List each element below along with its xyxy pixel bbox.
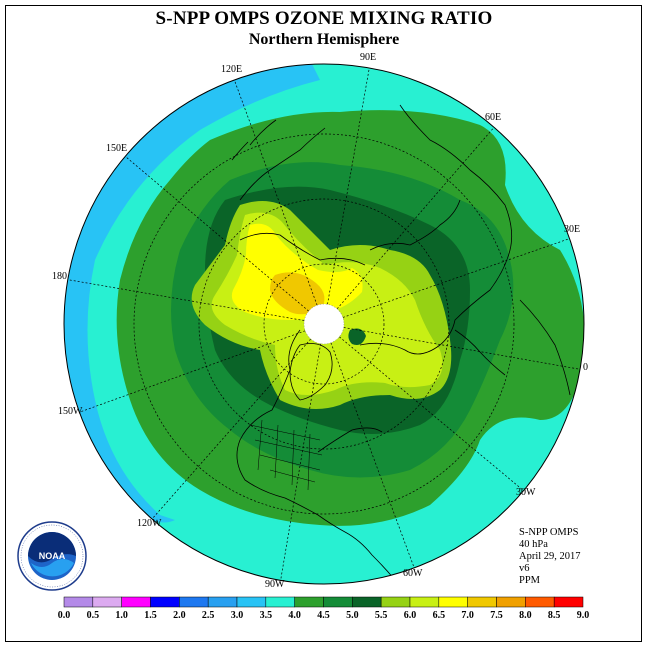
colorbar-tick-label: 7.5 xyxy=(490,610,503,621)
lon-label-180: 180 xyxy=(52,271,67,282)
colorbar-tick-label: 8.5 xyxy=(548,610,561,621)
lon-label-30w: 30W xyxy=(516,487,536,498)
colorbar-tick-label: 1.0 xyxy=(115,610,128,621)
us-state-lines xyxy=(249,419,323,491)
lon-label-0: 0 xyxy=(583,362,588,373)
colorbar-tick-label: 2.0 xyxy=(173,610,186,621)
colorbar: 0.0 0.5 1.0 1.5 2.0 2.5 3.0 3.5 4.0 4.5 5.0 5.5 6.0 6… xyxy=(58,596,590,621)
colorbar-swatch xyxy=(92,596,122,608)
colorbar-tick-label: 5.5 xyxy=(375,610,388,621)
info-units: PPM xyxy=(519,575,541,586)
colorbar-tick-label: 3.0 xyxy=(231,610,244,621)
colorbar-swatch xyxy=(553,596,584,608)
colorbar-tick-label: 8.0 xyxy=(519,610,532,621)
polar-no-data-cap xyxy=(304,304,344,344)
noaa-logo: NOAA xyxy=(17,521,87,591)
colorbar-swatch xyxy=(265,596,295,608)
colorbar-swatch xyxy=(294,596,324,608)
colorbar-tick-label: 6.5 xyxy=(433,610,446,621)
colorbar-swatch xyxy=(525,596,555,608)
colorbar-swatch xyxy=(496,596,526,608)
info-version: v6 xyxy=(519,563,530,574)
colorbar-tick-label: 4.5 xyxy=(317,610,330,621)
ozone-contour-5-0-island xyxy=(348,328,366,345)
colorbar-swatch xyxy=(63,596,94,608)
ozone-contour-7-0 xyxy=(270,272,325,315)
coastlines xyxy=(231,104,571,581)
colorbar-swatch xyxy=(380,596,411,608)
colorbar-tick-label: 0.5 xyxy=(87,610,100,621)
colorbar-tick-label: 5.0 xyxy=(346,610,359,621)
lon-label-60e: 60E xyxy=(485,112,501,123)
colorbar-tick-label: 4.0 xyxy=(288,610,301,621)
map-title: S-NPP OMPS OZONE MIXING RATIO xyxy=(155,8,493,29)
noaa-logo-text: NOAA xyxy=(39,551,66,561)
map-frame xyxy=(5,5,642,642)
map-subtitle: Northern Hemisphere xyxy=(248,31,400,48)
info-date: April 29, 2017 xyxy=(519,551,581,562)
colorbar-tick-label: 0.0 xyxy=(58,610,71,621)
colorbar-swatch xyxy=(352,596,382,608)
colorbar-tick-label: 3.5 xyxy=(260,610,273,621)
info-block: S-NPP OMPS 40 hPa April 29, 2017 v6 PPM xyxy=(519,527,581,587)
info-level: 40 hPa xyxy=(519,539,548,550)
colorbar-tick-label: 7.0 xyxy=(461,610,474,621)
lon-label-120e: 120E xyxy=(221,64,242,75)
lon-label-120w: 120W xyxy=(137,518,162,529)
globe-outline xyxy=(63,63,585,585)
colorbar-swatch xyxy=(207,596,238,608)
lon-label-150w: 150W xyxy=(58,406,83,417)
colorbar-tick-label: 1.5 xyxy=(144,610,157,621)
graticule xyxy=(64,64,584,584)
lon-label-90e: 90E xyxy=(360,52,376,63)
lon-label-90w: 90W xyxy=(265,579,285,590)
colorbar-tick-label: 2.5 xyxy=(202,610,215,621)
colorbar-swatch xyxy=(467,596,497,608)
longitude-labels: 90E 60E 30E 0 30W 60W 90W 120W 150W 180 … xyxy=(52,52,588,590)
colorbar-swatch xyxy=(323,596,353,608)
colorbar-tick-label: 9.0 xyxy=(577,610,590,621)
colorbar-swatch xyxy=(121,596,151,608)
colorbar-swatch xyxy=(236,596,267,608)
lon-label-150e: 150E xyxy=(106,143,127,154)
colorbar-swatch xyxy=(438,596,468,608)
lon-label-60w: 60W xyxy=(403,568,423,579)
info-instrument: S-NPP OMPS xyxy=(519,527,579,538)
colorbar-swatch xyxy=(179,596,209,608)
colorbar-tick-label: 6.0 xyxy=(404,610,417,621)
colorbar-swatch xyxy=(150,596,180,608)
ozone-contour-6-5 xyxy=(231,223,363,320)
colorbar-swatch xyxy=(409,596,440,608)
lon-label-30e: 30E xyxy=(564,224,580,235)
